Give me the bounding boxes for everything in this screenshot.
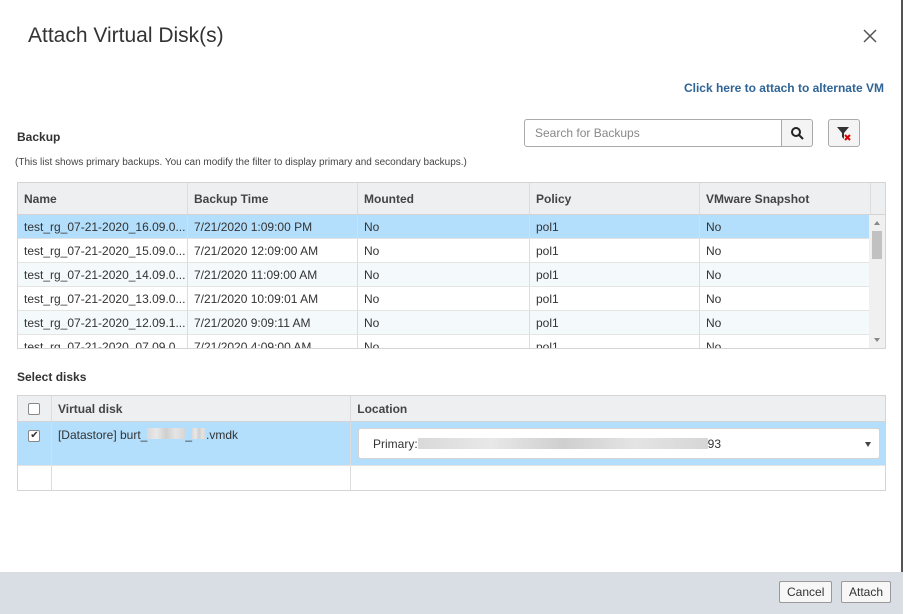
- cell-mounted: No: [358, 263, 530, 286]
- cell-vmware-snapshot: No: [700, 335, 871, 348]
- cell-policy: pol1: [530, 335, 700, 348]
- cell-mounted: No: [358, 215, 530, 238]
- search-icon: [791, 127, 804, 140]
- cell-mounted: No: [358, 287, 530, 310]
- cell-name: test_rg_07-21-2020_14.09.0...: [18, 263, 188, 286]
- cell-policy: pol1: [530, 215, 700, 238]
- column-mounted[interactable]: Mounted: [358, 183, 530, 214]
- clear-filter-icon: [837, 127, 851, 141]
- cell-name: test_rg_07-21-2020_16.09.0...: [18, 215, 188, 238]
- cell-backup-time: 7/21/2020 4:09:00 AM: [188, 335, 358, 348]
- backups-table: Name Backup Time Mounted Policy VMware Snaps…: [17, 182, 886, 349]
- select-disks-label: Select disks: [17, 370, 87, 384]
- column-vmware-snapshot[interactable]: VMware Snapshot: [700, 183, 871, 214]
- column-name[interactable]: Name: [18, 183, 188, 214]
- table-header: Virtual disk Location: [18, 396, 885, 422]
- attach-alternate-vm-link[interactable]: Click here to attach to alternate VM: [683, 81, 884, 95]
- cell-name: test_rg_07-21-2020_13.09.0...: [18, 287, 188, 310]
- cell-policy: pol1: [530, 239, 700, 262]
- table-row[interactable]: test_rg_07-21-2020_12.09.1... 7/21/2020 9…: [18, 311, 885, 335]
- table-row[interactable]: test_rg_07-21-2020_14.09.0... 7/21/2020 1…: [18, 263, 885, 287]
- table-header: Name Backup Time Mounted Policy VMware Snaps…: [18, 183, 885, 215]
- column-location: Location: [357, 401, 408, 416]
- virtual-disk-name: [Datastore] burt_ _ .vmdk: [52, 422, 352, 465]
- cell-backup-time: 7/21/2020 12:09:00 AM: [188, 239, 358, 262]
- cell-vmware-snapshot: No: [700, 263, 871, 286]
- dialog-title: Attach Virtual Disk(s): [28, 24, 224, 47]
- clear-filter-button[interactable]: [828, 119, 860, 147]
- table-row[interactable]: test_rg_07-21-2020_13.09.0... 7/21/2020 1…: [18, 287, 885, 311]
- column-virtual-disk: Virtual disk: [52, 396, 352, 421]
- disk-checkbox[interactable]: ✔: [28, 430, 41, 442]
- cell-vmware-snapshot: No: [700, 287, 871, 310]
- attach-button[interactable]: Attach: [841, 581, 892, 603]
- cell-backup-time: 7/21/2020 9:09:11 AM: [188, 311, 358, 334]
- chevron-down-icon: [865, 441, 871, 447]
- column-backup-time[interactable]: Backup Time: [188, 183, 358, 214]
- table-row[interactable]: test_rg_07-21-2020_16.09.0... 7/21/2020 1…: [18, 215, 885, 239]
- location-select[interactable]: Primary: 93: [358, 428, 880, 459]
- cell-mounted: No: [358, 311, 530, 334]
- column-policy[interactable]: Policy: [530, 183, 700, 214]
- cell-vmware-snapshot: No: [700, 239, 871, 262]
- cell-mounted: No: [358, 239, 530, 262]
- cell-policy: pol1: [530, 287, 700, 310]
- select-all-checkbox[interactable]: [28, 402, 41, 415]
- cell-backup-time: 7/21/2020 10:09:01 AM: [188, 287, 358, 310]
- search-input[interactable]: [524, 119, 782, 147]
- cell-name: test_rg_07-21-2020_15.09.0...: [18, 239, 188, 262]
- scrollbar[interactable]: [869, 215, 885, 348]
- search-button[interactable]: [781, 119, 813, 147]
- backup-label: Backup: [17, 130, 61, 144]
- table-row[interactable]: test_rg_07-21-2020_07.09.0... 7/21/2020 4…: [18, 335, 885, 348]
- cell-vmware-snapshot: No: [700, 311, 871, 334]
- cell-backup-time: 7/21/2020 11:09:00 AM: [188, 263, 358, 286]
- cell-vmware-snapshot: No: [700, 215, 871, 238]
- cell-policy: pol1: [530, 311, 700, 334]
- close-icon[interactable]: [860, 26, 880, 46]
- cell-mounted: No: [358, 335, 530, 348]
- cell-name: test_rg_07-21-2020_07.09.0...: [18, 335, 188, 348]
- cancel-button[interactable]: Cancel: [779, 581, 833, 603]
- table-row[interactable]: test_rg_07-21-2020_15.09.0... 7/21/2020 1…: [18, 239, 885, 263]
- dialog-footer: [0, 572, 903, 614]
- cell-name: test_rg_07-21-2020_12.09.1...: [18, 311, 188, 334]
- cell-policy: pol1: [530, 263, 700, 286]
- backup-hint: (This list shows primary backups. You ca…: [15, 157, 467, 168]
- cell-backup-time: 7/21/2020 1:09:00 PM: [188, 215, 358, 238]
